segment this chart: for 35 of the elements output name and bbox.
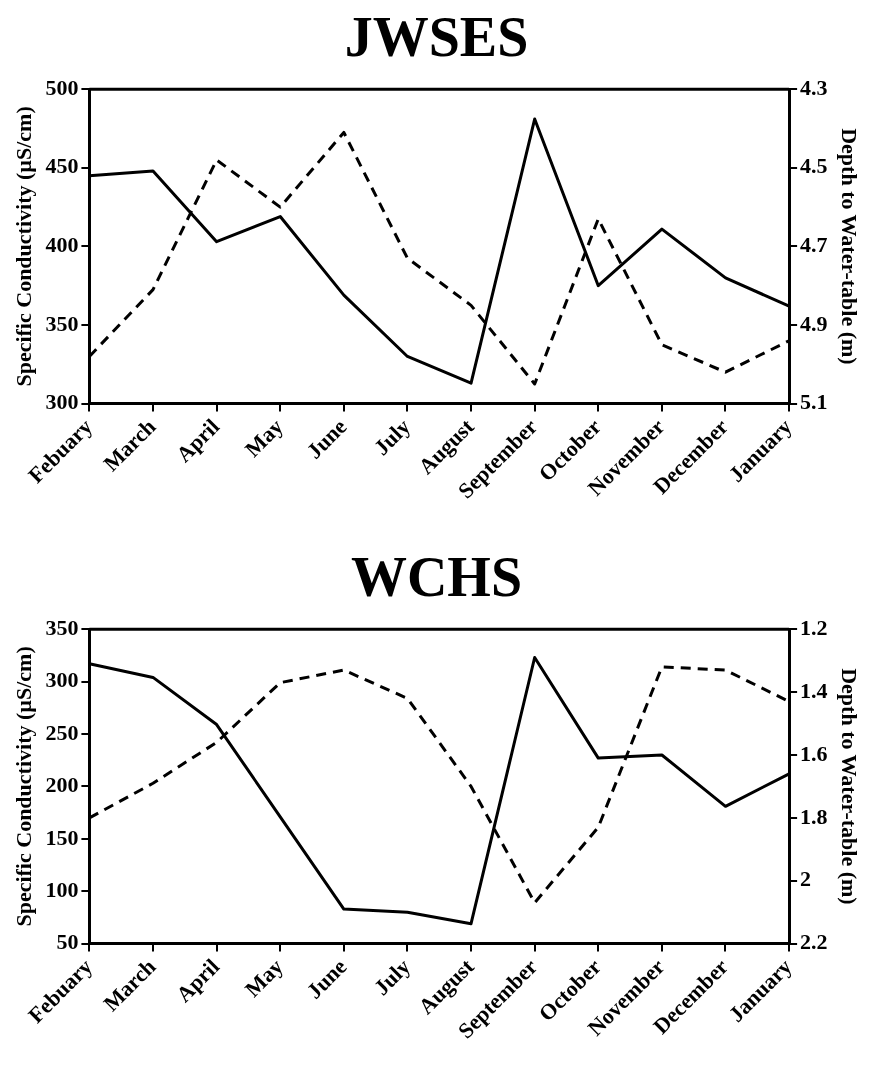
x-tick-label: July [368, 953, 415, 1001]
y2-tick-label: 2 [800, 866, 812, 892]
y2-tick-label: 1.4 [800, 677, 828, 703]
y2-axis-title: Depth to Water-table (m) [837, 668, 863, 905]
y-tick-label: 400 [45, 232, 79, 258]
x-tick-label: June [301, 953, 352, 1004]
y2-tick-label: 4.3 [800, 74, 828, 100]
y2-tick-label: 1.6 [800, 740, 828, 766]
y2-tick-label: 5.1 [800, 389, 828, 415]
y-axis-title: Specific Conductivity (µS/cm) [10, 646, 36, 927]
y-tick-label: 350 [45, 614, 79, 640]
x-tick-label: July [368, 413, 415, 461]
y2-tick-label: 4.7 [800, 232, 828, 258]
y-tick-label: 450 [45, 153, 79, 179]
y-axis-title: Specific Conductivity (µS/cm) [10, 106, 36, 387]
y2-tick-label: 1.8 [800, 803, 828, 829]
y-tick-label: 100 [45, 876, 79, 902]
y2-axis-title: Depth to Water-table (m) [837, 128, 863, 365]
y-tick-label: 150 [45, 824, 79, 850]
x-tick-label: May [239, 413, 288, 462]
chart-title: WCHS [350, 546, 523, 609]
y-tick-label: 350 [45, 310, 79, 336]
x-tick-label: June [301, 413, 352, 464]
y-tick-label: 50 [56, 929, 79, 955]
y2-tick-label: 2.2 [800, 929, 828, 955]
y-tick-label: 300 [45, 667, 79, 693]
chart-title: JWSES [344, 6, 529, 69]
y2-tick-label: 1.2 [800, 614, 828, 640]
y-tick-label: 500 [45, 74, 79, 100]
y2-tick-label: 4.9 [800, 310, 828, 336]
y-tick-label: 300 [45, 389, 79, 415]
y2-tick-label: 4.5 [800, 153, 828, 179]
y-tick-label: 250 [45, 719, 79, 745]
x-tick-label: May [239, 953, 288, 1002]
y-tick-label: 200 [45, 772, 79, 798]
